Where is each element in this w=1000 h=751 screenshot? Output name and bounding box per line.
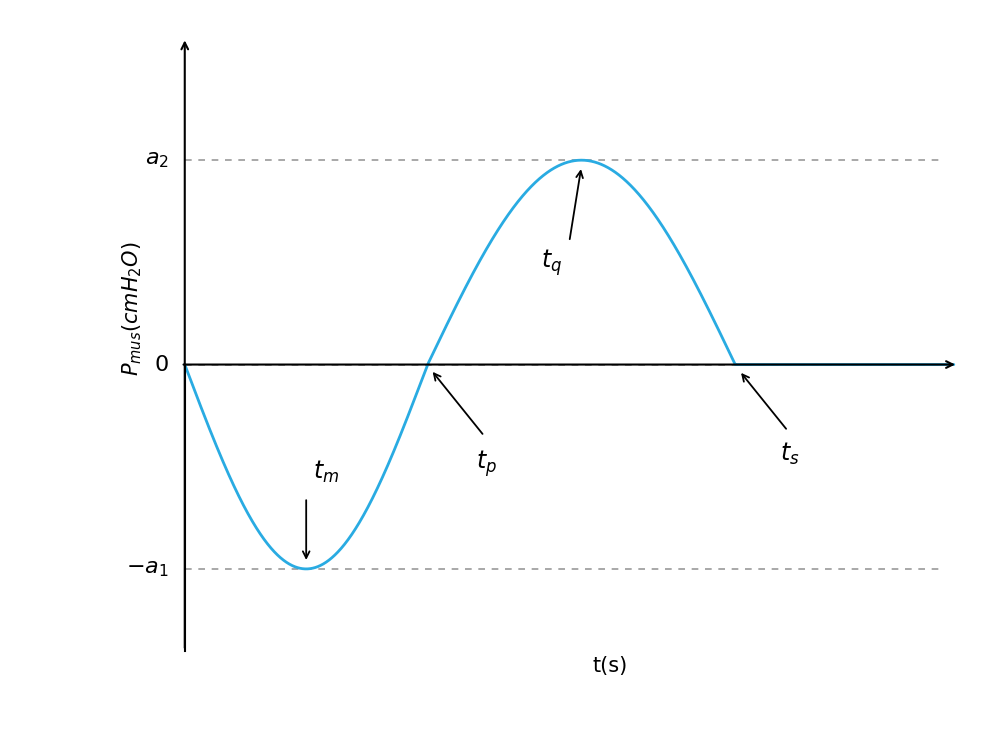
Text: $a_2$: $a_2$ [145,150,169,170]
Text: $-a_1$: $-a_1$ [126,559,169,579]
Text: t(s): t(s) [592,656,627,676]
Text: $t_p$: $t_p$ [476,448,497,479]
Text: $t_s$: $t_s$ [780,441,799,467]
Text: $t_m$: $t_m$ [313,459,339,485]
Text: $0$: $0$ [154,354,169,375]
Text: $t_q$: $t_q$ [541,247,562,278]
Text: $P_{mus}(cmH_2O)$: $P_{mus}(cmH_2O)$ [120,241,144,376]
